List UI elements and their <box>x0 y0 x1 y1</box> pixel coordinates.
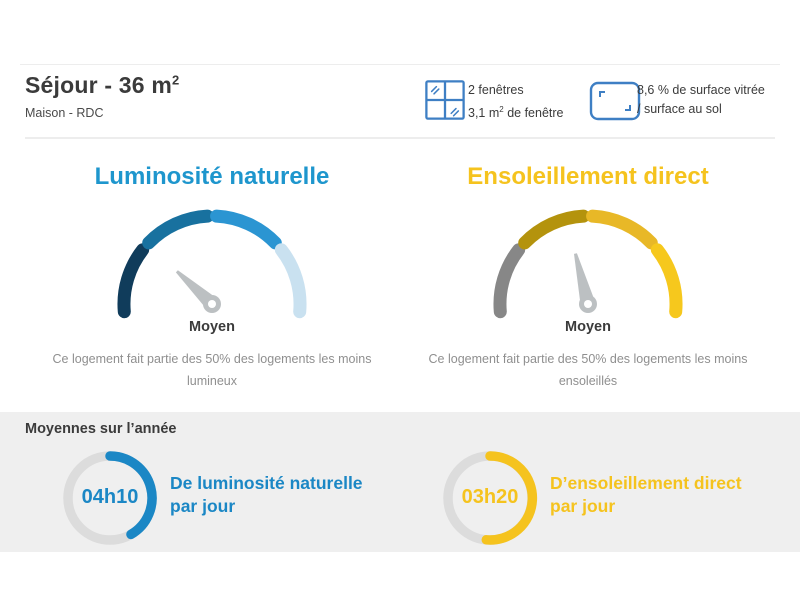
windows-info: 2 fenêtres 3,1 m2 de fenêtre <box>468 81 563 123</box>
ensoleillement-description: Ce logement fait partie des 50% des loge… <box>398 348 778 392</box>
luminosite-daily-label-line2: par jour <box>170 496 236 516</box>
page-title-sup: 2 <box>172 72 180 88</box>
windows-area-sup: 2 <box>499 105 504 114</box>
windows-area-value: 3,1 m <box>468 106 500 121</box>
ensoleillement-description-line1: Ce logement fait partie des 50% des loge… <box>428 352 748 366</box>
page-subtitle: Maison - RDC <box>25 106 104 120</box>
luminosite-daily-label-line1: De luminosité naturelle <box>170 473 363 493</box>
page-title-text: Séjour - 36 m <box>25 72 173 98</box>
ensoleillement-daily-value: 03h20 <box>461 486 519 508</box>
windows-area-suffix: de fenêtre <box>503 106 564 121</box>
top-divider <box>20 64 780 65</box>
ensoleillement-gauge <box>493 209 683 319</box>
luminosite-description-line2: lumineux <box>186 374 238 388</box>
gauge-title-luminosite: Luminosité naturelle <box>94 163 330 190</box>
luminosite-daily-label: De luminosité naturelle par jour <box>170 472 363 518</box>
page-title: Séjour - 36 m2 <box>25 72 179 99</box>
surface-ratio-icon <box>589 81 641 121</box>
ensoleillement-gauge-label: Moyen <box>565 319 611 335</box>
window-icon <box>425 80 465 120</box>
luminosite-description-line1: Ce logement fait partie des 50% des loge… <box>52 352 372 366</box>
gauge-title-ensoleillement: Ensoleillement direct <box>467 163 709 190</box>
windows-count: 2 fenêtres <box>468 83 524 97</box>
ensoleillement-ring-chart <box>443 451 538 545</box>
ensoleillement-daily-label-line2: par jour <box>550 496 616 516</box>
glazing-info: 8,6 % de surface vitrée / surface au sol <box>637 81 765 119</box>
header-divider <box>25 137 775 139</box>
luminosite-description: Ce logement fait partie des 50% des loge… <box>22 348 402 392</box>
ensoleillement-daily-label-line1: D’ensoleillement direct <box>550 473 742 493</box>
luminosite-gauge <box>117 209 307 319</box>
luminosite-daily-value: 04h10 <box>81 486 139 508</box>
luminosite-gauge-label: Moyen <box>189 319 235 335</box>
glazing-ratio-suffix: / surface au sol <box>637 102 722 116</box>
averages-heading: Moyennes sur l’année <box>25 421 177 437</box>
ensoleillement-daily-label: D’ensoleillement direct par jour <box>550 472 742 518</box>
ensoleillement-description-line2: ensoleillés <box>558 374 618 388</box>
windows-area: 3,1 m2 de fenêtre <box>468 100 563 123</box>
luminosite-ring-chart <box>63 451 157 545</box>
glazing-ratio: 8,6 % de surface vitrée <box>637 83 765 97</box>
